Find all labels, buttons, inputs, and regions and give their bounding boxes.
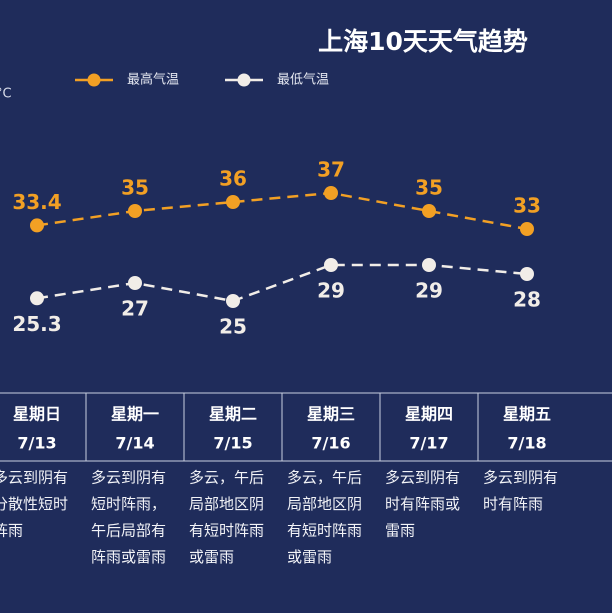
data-label: 35 (121, 176, 149, 200)
weather-description: 有短时阵雨 (287, 522, 362, 540)
series-line (36, 191, 528, 231)
unit-label: °C (0, 87, 12, 102)
weather-description: 多云，午后 (189, 469, 264, 487)
x-tick-label: 7/18 (507, 434, 546, 453)
weather-description: 有短时阵雨 (189, 522, 264, 540)
data-point (128, 276, 142, 290)
data-point (226, 195, 240, 209)
weekday-label: 星期三 (307, 405, 355, 424)
data-label: 35 (415, 176, 443, 200)
weather-description: 多云到阴有 (91, 469, 166, 487)
x-tick-label: 7/15 (213, 434, 252, 453)
legend-label: 最高气温 (127, 72, 179, 88)
data-label: 33.4 (12, 190, 61, 214)
weather-description: 短时阵雨， (91, 495, 166, 513)
chart-title: 上海10天天气趋势 (318, 27, 528, 56)
data-point (30, 291, 44, 306)
x-tick-label: 7/17 (409, 434, 448, 453)
data-label: 27 (121, 297, 149, 321)
weather-description: 多云到阴有 (385, 469, 460, 487)
data-point (520, 267, 534, 281)
x-tick-label: 7/13 (17, 434, 56, 453)
data-label: 37 (317, 158, 345, 182)
weather-description: 或雷雨 (287, 548, 332, 566)
weekday-label: 星期五 (503, 405, 551, 424)
data-label: 25.3 (12, 312, 61, 336)
data-point (422, 258, 436, 272)
weather-description: 分散性短时 (0, 495, 68, 513)
weekday-label: 星期四 (405, 405, 453, 424)
data-label: 28 (513, 288, 541, 312)
data-label: 36 (219, 167, 247, 191)
data-label: 25 (219, 315, 247, 339)
weekday-label: 星期二 (209, 405, 257, 424)
data-point (30, 218, 44, 233)
weather-description: 多云，午后 (287, 469, 362, 487)
data-label: 29 (317, 279, 345, 303)
data-point (422, 204, 436, 218)
weather-description: 局部地区阴 (287, 495, 362, 513)
data-label: 29 (415, 279, 443, 303)
weather-description: 午后局部有 (91, 522, 166, 540)
weather-description: 多云到阴有 (0, 469, 68, 487)
x-tick-label: 7/16 (311, 434, 350, 453)
weather-description: 时有阵雨或 (385, 495, 460, 513)
weather-description: 阵雨或雷雨 (91, 548, 166, 566)
weather-description: 时有阵雨 (483, 495, 543, 513)
legend-marker (87, 73, 101, 87)
data-label: 33 (513, 194, 541, 218)
data-point (128, 204, 142, 218)
x-tick-label: 7/14 (115, 434, 154, 453)
weather-description: 雷雨 (385, 522, 415, 540)
data-point (324, 186, 338, 200)
weather-description: 多云到阴有 (483, 469, 558, 487)
legend-label: 最低气温 (277, 72, 329, 88)
weather-description: 局部地区阴 (189, 495, 264, 513)
weekday-label: 星期日 (13, 405, 61, 424)
weather-description: 或雷雨 (189, 548, 234, 566)
data-point (324, 258, 338, 272)
legend-marker (237, 73, 251, 87)
weekday-label: 星期一 (111, 405, 159, 424)
data-point (226, 294, 240, 308)
data-point (520, 222, 534, 236)
weather-description: 阵雨 (0, 522, 23, 540)
series-line (36, 263, 528, 303)
